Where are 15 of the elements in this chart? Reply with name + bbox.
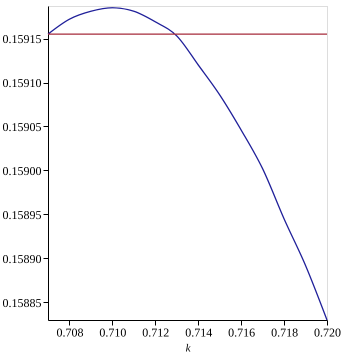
x-tick-label: 0.710 (99, 326, 126, 340)
x-tick-label: 0.720 (314, 326, 341, 340)
y-tick-label: 0.15900 (2, 164, 42, 178)
y-tick-label: 0.15885 (2, 296, 42, 310)
y-tick-label: 0.15890 (2, 252, 42, 266)
x-tick-label: 0.718 (271, 326, 298, 340)
x-tick-label: 0.716 (228, 326, 256, 340)
y-tick-label: 0.15910 (2, 76, 42, 90)
y-tick-label: 0.15915 (2, 32, 42, 46)
y-tick-label: 0.15905 (2, 120, 42, 134)
x-tick-label: 0.714 (185, 326, 212, 340)
x-axis-title: k (186, 342, 192, 354)
x-tick-label: 0.712 (142, 326, 170, 340)
y-tick-label: 0.15895 (2, 208, 42, 222)
x-tick-label: 0.708 (56, 326, 84, 340)
